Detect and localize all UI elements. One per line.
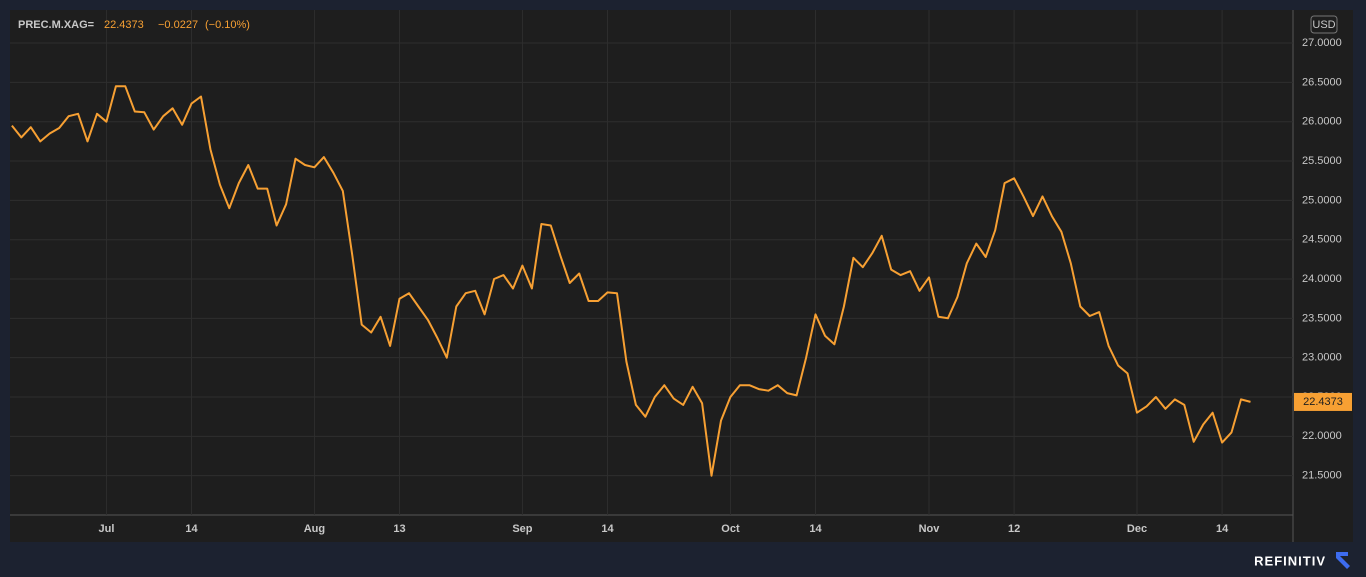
x-tick-label: Jul — [98, 523, 114, 535]
header-price: 22.4373 — [104, 19, 144, 31]
y-tick-label: 25.5000 — [1302, 155, 1342, 167]
price-line — [11, 85, 1251, 477]
y-tick-label: 23.0000 — [1302, 352, 1342, 364]
x-tick-label: Sep — [512, 523, 532, 535]
x-tick-label: Oct — [721, 523, 740, 535]
marks — [11, 85, 1251, 477]
x-tick-label: 12 — [1008, 523, 1020, 535]
y-tick-label: 27.0000 — [1302, 37, 1342, 49]
brand: REFINITIV — [1254, 553, 1326, 568]
y-tick-label: 24.5000 — [1302, 234, 1342, 246]
x-tick-label: Aug — [304, 523, 325, 535]
x-tick-label: 14 — [601, 523, 614, 535]
y-tick-label: 23.5000 — [1302, 312, 1342, 324]
x-tick-label: Dec — [1127, 523, 1147, 535]
instrument-name: PREC.M.XAG= — [18, 19, 94, 31]
y-tick-label: 22.0000 — [1302, 430, 1342, 442]
currency-label: USD — [1312, 19, 1335, 31]
currency-box — [1310, 15, 1338, 34]
header-change: −0.0227 — [158, 19, 198, 31]
y-tick-label: 26.0000 — [1302, 116, 1342, 128]
x-tick-label: Nov — [919, 523, 941, 535]
y-tick-label: 25.0000 — [1302, 194, 1342, 206]
x-tick-label: 14 — [1216, 523, 1229, 535]
last-price-label: 22.4373 — [1303, 396, 1343, 408]
plot-background — [10, 10, 1353, 542]
brand-logo — [1336, 552, 1350, 569]
header-change-pct: (−0.10%) — [205, 19, 250, 31]
y-tick-label: 24.0000 — [1302, 273, 1342, 285]
x-tick-label: 14 — [185, 523, 198, 535]
y-tick-label: 26.5000 — [1302, 76, 1342, 88]
x-tick-label: 14 — [809, 523, 822, 535]
x-tick-label: 13 — [393, 523, 405, 535]
y-tick-label: 21.5000 — [1302, 470, 1342, 482]
grid — [10, 10, 1293, 515]
last-price-tag — [1294, 392, 1352, 411]
